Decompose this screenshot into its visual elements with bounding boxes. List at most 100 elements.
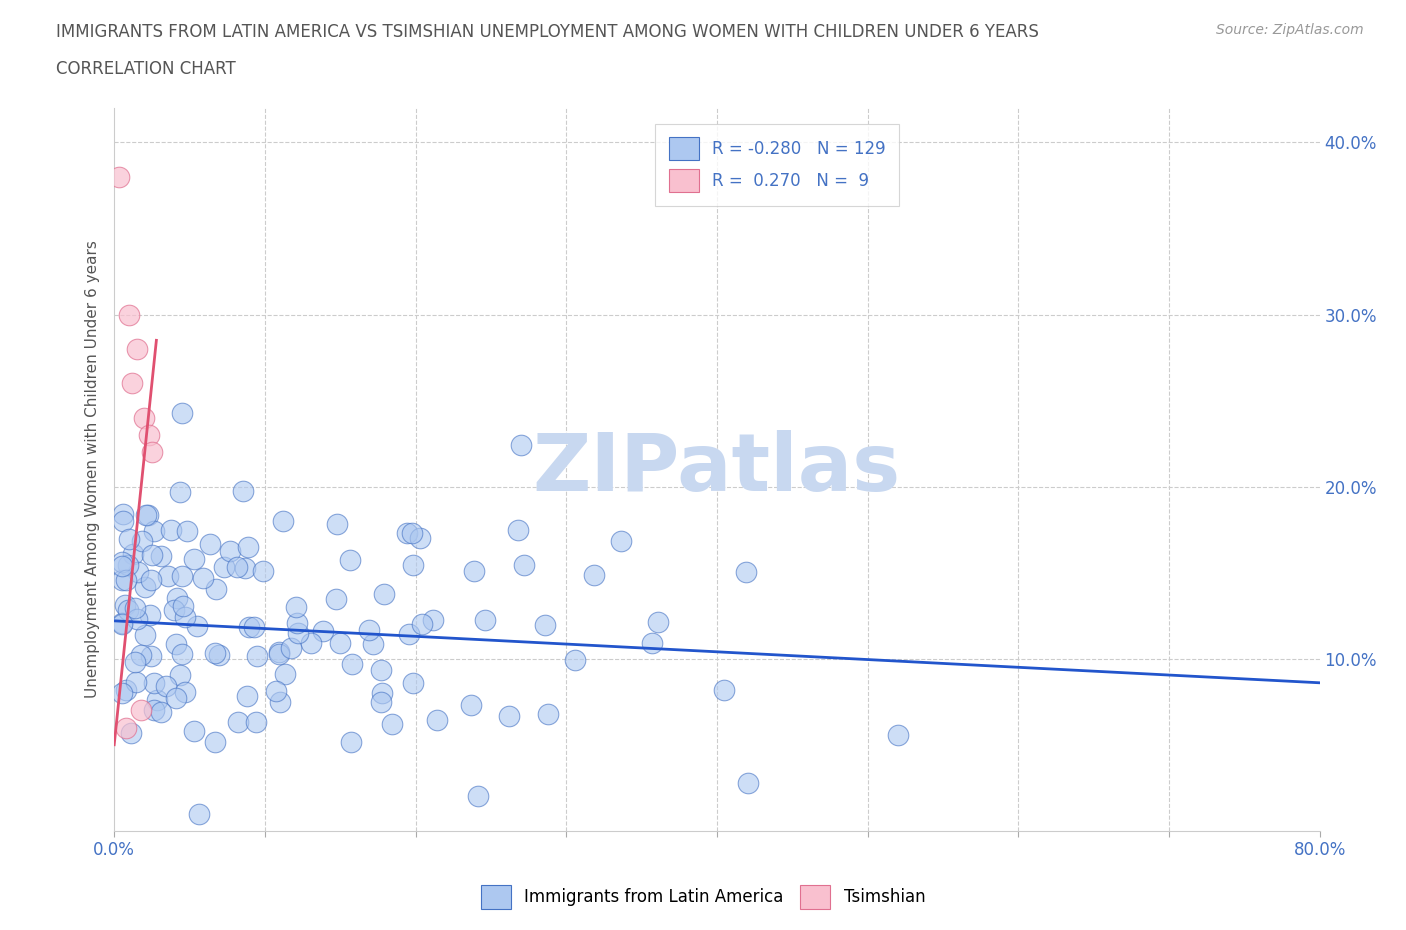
Point	[165, 691, 187, 706]
Point	[422, 612, 444, 627]
Point	[326, 516, 349, 531]
Point	[409, 531, 432, 546]
Point	[143, 703, 166, 718]
Point	[402, 675, 425, 690]
Point	[111, 685, 134, 700]
Point	[284, 599, 307, 614]
Point	[506, 523, 529, 538]
Text: IMMIGRANTS FROM LATIN AMERICA VS TSIMSHIAN UNEMPLOYMENT AMONG WOMEN WITH CHILDRE: IMMIGRANTS FROM LATIN AMERICA VS TSIMSHI…	[56, 23, 1039, 41]
Point	[198, 537, 221, 551]
Point	[111, 513, 134, 528]
Point	[111, 617, 134, 631]
Point	[170, 405, 193, 420]
Point	[252, 564, 274, 578]
Point	[373, 587, 395, 602]
Point	[398, 627, 420, 642]
Point	[232, 484, 254, 498]
Point	[172, 599, 194, 614]
Point	[396, 525, 419, 540]
Point	[411, 617, 433, 631]
Point	[610, 534, 633, 549]
Point	[117, 557, 139, 572]
Point	[172, 568, 194, 583]
Point	[205, 581, 228, 596]
Point	[325, 591, 347, 606]
Point	[339, 735, 361, 750]
Point	[141, 548, 163, 563]
Point	[134, 580, 156, 595]
Point	[121, 547, 143, 562]
Point	[274, 667, 297, 682]
Point	[361, 636, 384, 651]
Point	[402, 557, 425, 572]
Point	[233, 560, 256, 575]
Point	[176, 524, 198, 538]
Point	[127, 565, 149, 579]
Point	[269, 644, 291, 659]
Point	[118, 307, 141, 322]
Point	[713, 683, 735, 698]
Point	[174, 610, 197, 625]
Point	[226, 560, 249, 575]
Point	[510, 438, 533, 453]
Point	[245, 715, 267, 730]
Point	[131, 647, 153, 662]
Point	[218, 544, 240, 559]
Point	[183, 551, 205, 566]
Point	[142, 524, 165, 538]
Point	[136, 507, 159, 522]
Point	[170, 647, 193, 662]
Point	[463, 564, 485, 578]
Point	[583, 568, 606, 583]
Point	[401, 525, 423, 540]
Point	[280, 641, 302, 656]
Point	[125, 341, 148, 356]
Legend: R = -0.280   N = 129, R =  0.270   N =  9: R = -0.280 N = 129, R = 0.270 N = 9	[655, 124, 898, 206]
Point	[143, 675, 166, 690]
Point	[236, 689, 259, 704]
Point	[111, 554, 134, 569]
Point	[115, 572, 138, 587]
Text: Source: ZipAtlas.com: Source: ZipAtlas.com	[1216, 23, 1364, 37]
Point	[107, 169, 129, 184]
Point	[460, 698, 482, 713]
Point	[299, 636, 322, 651]
Point	[169, 668, 191, 683]
Point	[124, 601, 146, 616]
Point	[111, 507, 134, 522]
Text: CORRELATION CHART: CORRELATION CHART	[56, 60, 236, 78]
Point	[381, 717, 404, 732]
Point	[165, 637, 187, 652]
Point	[467, 789, 489, 804]
Point	[564, 653, 586, 668]
Point	[887, 727, 910, 742]
Point	[124, 654, 146, 669]
Point	[246, 648, 269, 663]
Point	[139, 572, 162, 587]
Point	[271, 513, 294, 528]
Point	[174, 684, 197, 699]
Point	[287, 626, 309, 641]
Point	[121, 376, 143, 391]
Point	[146, 693, 169, 708]
Point	[155, 679, 177, 694]
Y-axis label: Unemployment Among Women with Children Under 6 years: Unemployment Among Women with Children U…	[86, 241, 100, 698]
Text: ZIPatlas: ZIPatlas	[533, 431, 901, 509]
Point	[188, 806, 211, 821]
Point	[111, 616, 134, 631]
Point	[114, 597, 136, 612]
Point	[533, 618, 555, 632]
Point	[339, 552, 361, 567]
Point	[139, 649, 162, 664]
Point	[204, 645, 226, 660]
Point	[214, 560, 236, 575]
Point	[226, 714, 249, 729]
Point	[134, 628, 156, 643]
Point	[186, 618, 208, 633]
Point	[120, 725, 142, 740]
Point	[127, 611, 149, 626]
Point	[329, 635, 352, 650]
Point	[311, 623, 333, 638]
Point	[166, 591, 188, 605]
Point	[357, 622, 380, 637]
